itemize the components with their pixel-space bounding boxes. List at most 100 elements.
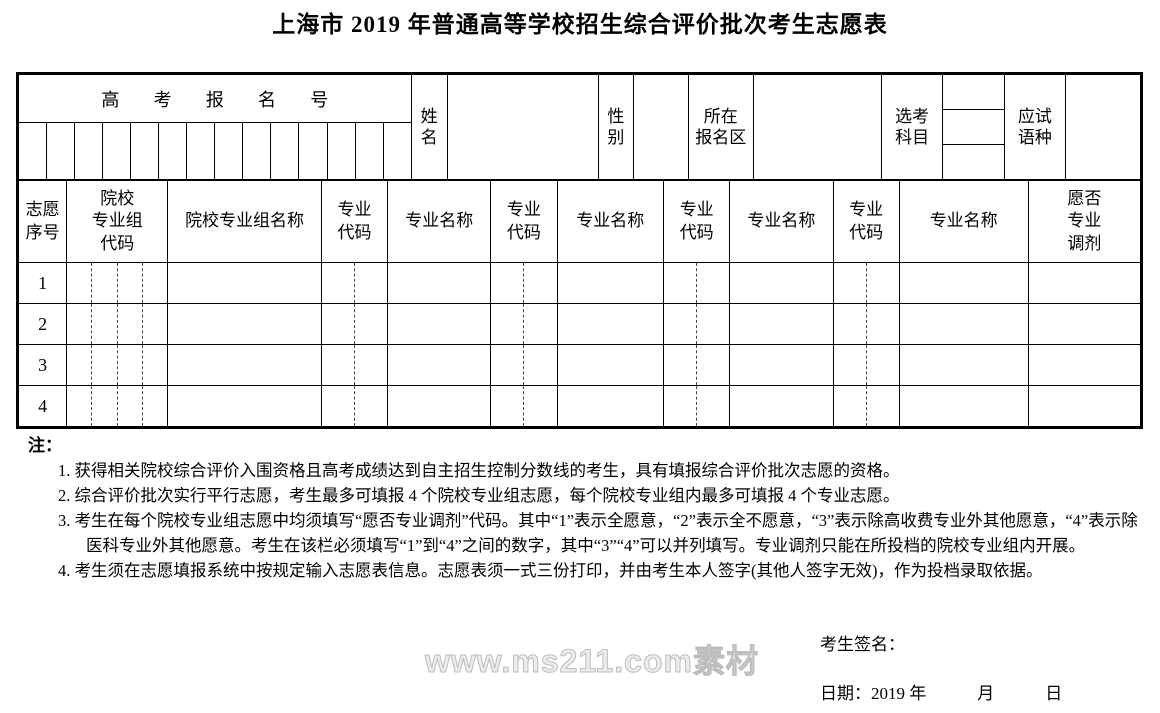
- major-code-cell: [490, 303, 558, 345]
- header-adjustment: 愿否 专业 调剂: [1027, 180, 1142, 263]
- exam-id-digit-box: [74, 122, 104, 180]
- group-name-cell: [167, 344, 322, 386]
- header-major-code-1: 专业 代码: [320, 180, 389, 263]
- volunteer-table: 志愿 序号 院校 专业组 代码 院校专业组名称 专业 代码 专业名称 专业 代码…: [17, 180, 1142, 427]
- subject-slots: [943, 76, 1005, 179]
- adjustment-cell: [1027, 385, 1142, 427]
- major-name-cell: [898, 344, 1029, 386]
- major-name-cell: [556, 385, 665, 427]
- major-name-cell: [387, 344, 492, 386]
- major-code-cell: [320, 262, 389, 304]
- exam-id-digit-box: [354, 122, 384, 180]
- subject-slot-2: [943, 109, 1005, 144]
- major-name-cell: [387, 385, 492, 427]
- major-name-cell: [387, 303, 492, 345]
- header-major-code-4: 专业 代码: [832, 180, 900, 263]
- major-name-cell: [556, 262, 665, 304]
- major-name-cell: [556, 344, 665, 386]
- page-title: 上海市 2019 年普通高等学校招生综合评价批次考生志愿表: [272, 12, 888, 37]
- note-item-4: 4. 考生须在志愿填报系统中按规定输入志愿表信息。志愿表须一式三份打印，并由考生…: [58, 561, 1043, 580]
- gender-value-cell: [632, 74, 689, 180]
- language-value-cell: [1064, 74, 1142, 180]
- volunteer-row-1: 1: [17, 262, 1142, 304]
- subject-slot-3: [943, 143, 1005, 179]
- major-code-cell: [663, 262, 731, 304]
- exam-id-digit-row: [17, 122, 1141, 180]
- candidate-info-table: 高考报名号 姓 名 性 别 所在 报名区 选考 科目 应试 语种: [17, 74, 1142, 180]
- header-major-name-4: 专业名称: [898, 180, 1029, 263]
- adjustment-cell: [1027, 262, 1142, 304]
- major-code-cell: [832, 385, 900, 427]
- header-group-name: 院校专业组名称: [167, 180, 322, 263]
- signature-label: 考生签名：: [820, 635, 905, 654]
- major-code-cell: [490, 385, 558, 427]
- signature-block: 考生签名： 日期：2019 年 月 日: [820, 630, 1062, 704]
- major-code-cell: [320, 344, 389, 386]
- group-name-cell: [167, 262, 322, 304]
- exam-id-label: 高考报名号: [18, 74, 412, 123]
- name-value-cell: [446, 74, 600, 180]
- subjects-label: 选考 科目: [880, 74, 944, 180]
- major-code-cell: [832, 262, 900, 304]
- header-major-code-3: 专业 代码: [663, 180, 731, 263]
- date-line: 日期：2019 年 月 日: [820, 684, 1063, 703]
- major-name-cell: [898, 385, 1029, 427]
- exam-id-digit-box: [102, 122, 132, 180]
- exam-id-digit-box: [242, 122, 272, 180]
- exam-id-digit-box: [270, 122, 300, 180]
- note-item-2: 2. 综合评价批次实行平行志愿，考生最多可填报 4 个院校专业组志愿，每个院校专…: [58, 486, 900, 505]
- note-item-3: 3. 考生在每个院校专业组志愿中均须填写“愿否专业调剂”代码。其中“1”表示全愿…: [58, 511, 1138, 555]
- group-code-cell: [66, 385, 169, 427]
- name-label: 姓 名: [410, 74, 448, 180]
- major-name-cell: [387, 262, 492, 304]
- exam-id-digit-box: [186, 122, 216, 180]
- header-group-code: 院校 专业组 代码: [66, 180, 169, 263]
- major-code-cell: [490, 344, 558, 386]
- watermark-text: www.ms211.com素材: [425, 643, 759, 680]
- volunteer-row-2: 2: [17, 303, 1142, 345]
- exam-id-digit-box: [326, 122, 356, 180]
- major-name-cell: [729, 385, 834, 427]
- exam-id-digit-box: [46, 122, 76, 180]
- major-code-cell: [320, 303, 389, 345]
- gender-label: 性 别: [598, 74, 634, 180]
- major-name-cell: [898, 303, 1029, 345]
- major-code-cell: [832, 303, 900, 345]
- volunteer-no: 3: [17, 344, 68, 386]
- language-label: 应试 语种: [1004, 74, 1066, 180]
- major-name-cell: [729, 303, 834, 345]
- volunteer-row-4: 4: [17, 385, 1142, 427]
- district-label: 所在 报名区: [687, 74, 754, 180]
- notes-label: 注：: [28, 436, 62, 455]
- group-code-cell: [66, 303, 169, 345]
- major-code-cell: [663, 303, 731, 345]
- major-code-cell: [663, 385, 731, 427]
- group-code-cell: [66, 262, 169, 304]
- group-code-cell: [66, 344, 169, 386]
- major-code-cell: [832, 344, 900, 386]
- volunteer-no: 4: [17, 385, 68, 427]
- subjects-value-cell: [942, 74, 1006, 180]
- adjustment-cell: [1027, 344, 1142, 386]
- volunteer-row-3: 3: [17, 344, 1142, 386]
- district-value-cell: [752, 74, 882, 180]
- notes-section: 注： 1. 获得相关院校综合评价入围资格且高考成绩达到自主招生控制分数线的考生，…: [28, 433, 1143, 583]
- major-code-cell: [663, 344, 731, 386]
- header-major-name-2: 专业名称: [556, 180, 665, 263]
- group-name-cell: [167, 385, 322, 427]
- group-name-cell: [167, 303, 322, 345]
- major-name-cell: [729, 262, 834, 304]
- header-volunteer-no: 志愿 序号: [17, 180, 68, 263]
- header-major-name-3: 专业名称: [729, 180, 834, 263]
- header-major-name-1: 专业名称: [387, 180, 492, 263]
- volunteer-no: 2: [17, 303, 68, 345]
- note-item-1: 1. 获得相关院校综合评价入围资格且高考成绩达到自主招生控制分数线的考生，具有填…: [58, 461, 900, 480]
- adjustment-cell: [1027, 303, 1142, 345]
- exam-id-digit-box: [214, 122, 244, 180]
- exam-id-digit-box: [382, 122, 412, 180]
- volunteer-form: 高考报名号 姓 名 性 别 所在 报名区 选考 科目 应试 语种: [16, 72, 1143, 429]
- subject-slot-1: [943, 76, 1004, 110]
- exam-id-digit-box: [130, 122, 160, 180]
- header-major-code-2: 专业 代码: [490, 180, 558, 263]
